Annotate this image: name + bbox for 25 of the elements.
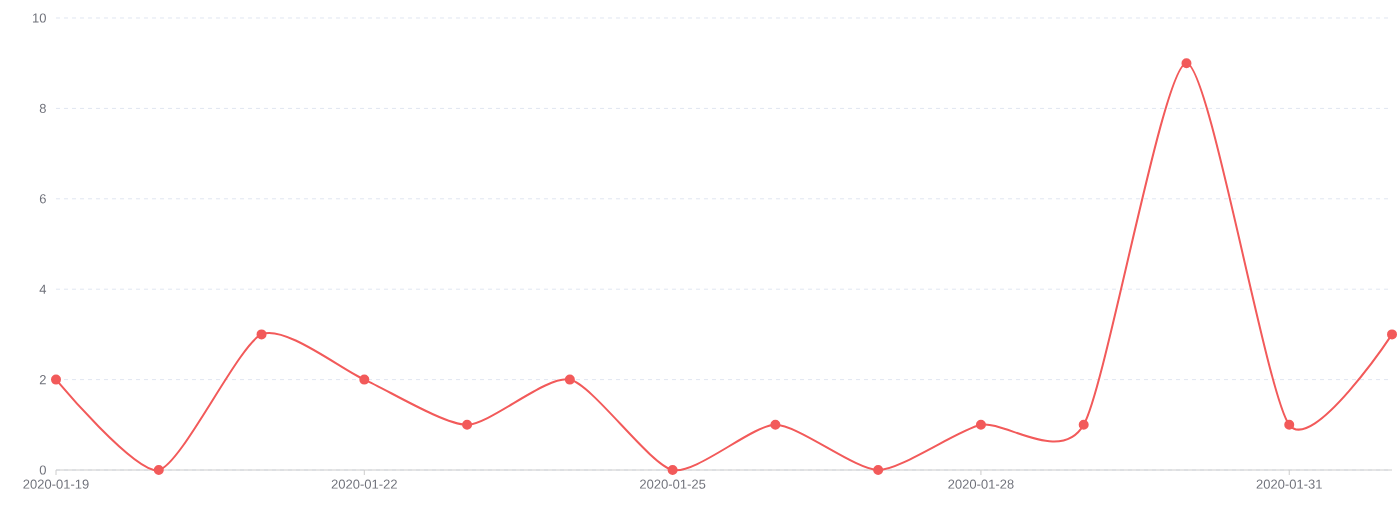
- point: [1181, 58, 1192, 69]
- point: [1078, 419, 1089, 430]
- x-tick-label: 2020-01-28: [948, 479, 1014, 489]
- x-tick-label: 2020-01-22: [331, 479, 397, 489]
- point: [359, 374, 370, 385]
- point: [256, 329, 267, 340]
- point: [462, 419, 473, 430]
- y-tick-label: 2: [39, 375, 46, 385]
- point: [873, 465, 884, 475]
- point: [1284, 419, 1295, 430]
- point: [153, 465, 164, 475]
- point: [1387, 329, 1398, 340]
- y-tick-label: 8: [39, 103, 46, 113]
- y-tick-label: 10: [32, 13, 46, 23]
- y-tick-label: 0: [39, 465, 46, 475]
- point: [770, 419, 781, 430]
- x-tick-label: 2020-01-25: [640, 479, 706, 489]
- point: [975, 419, 986, 430]
- point: [564, 374, 575, 385]
- point: [667, 465, 678, 475]
- point: [51, 374, 61, 385]
- y-tick-label: 4: [39, 284, 47, 294]
- x-tick-label: 2020-01-19: [23, 479, 89, 489]
- y-tick-label: 6: [39, 194, 46, 204]
- x-tick-label: 2020-01-31: [1256, 479, 1322, 489]
